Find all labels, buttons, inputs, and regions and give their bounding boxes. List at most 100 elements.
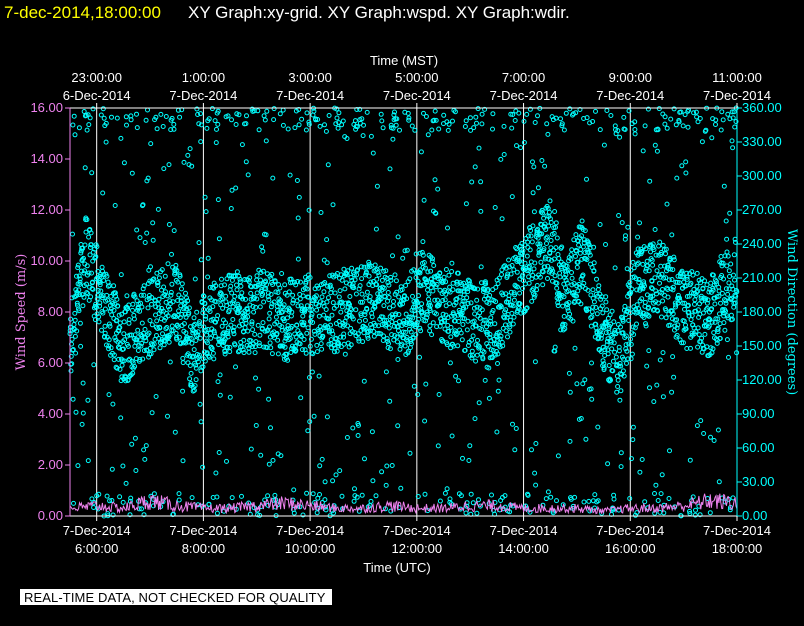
wind-direction-point (588, 292, 594, 298)
wind-direction-point (658, 250, 664, 255)
wind-direction-point (469, 337, 474, 343)
wind-direction-point (89, 170, 95, 176)
wind-direction-point (679, 340, 685, 346)
wind-direction-point (727, 210, 733, 216)
wind-direction-point (179, 286, 184, 292)
wind-direction-point (379, 277, 385, 283)
wind-direction-point (566, 370, 572, 376)
wind-direction-point (611, 340, 617, 346)
wind-direction-point (473, 358, 479, 364)
wind-direction-point (667, 448, 672, 454)
wind-direction-point (542, 254, 548, 260)
wind-direction-point (336, 294, 342, 300)
wind-direction-point (161, 342, 167, 348)
wind-direction-point (420, 313, 426, 318)
wind-direction-point (476, 344, 482, 350)
wind-direction-point (123, 378, 129, 384)
wind-direction-point (545, 263, 551, 269)
wind-direction-point (271, 106, 277, 112)
wind-direction-point (417, 325, 423, 331)
wind-direction-point (636, 279, 642, 285)
wind-direction-point (509, 125, 515, 131)
wind-direction-point (186, 305, 192, 311)
wind-direction-point (581, 280, 587, 286)
wind-direction-point (483, 281, 489, 287)
wind-direction-point (206, 116, 212, 122)
wind-direction-point (691, 110, 697, 116)
wind-direction-point (323, 128, 329, 134)
wind-direction-point (146, 354, 152, 360)
wind-direction-point (600, 310, 606, 316)
wind-direction-point (206, 354, 212, 360)
wind-direction-point (524, 305, 530, 311)
wind-direction-point (650, 293, 656, 299)
wind-direction-point (663, 251, 668, 257)
wind-direction-point (298, 395, 304, 401)
wind-direction-point (114, 115, 120, 121)
wind-direction-point (569, 275, 575, 281)
wind-direction-point (642, 283, 647, 289)
wind-direction-point (462, 124, 468, 129)
wind-direction-point (293, 334, 299, 340)
wind-direction-point (630, 259, 636, 265)
wind-direction-point (231, 324, 237, 330)
wind-direction-point (609, 346, 615, 352)
wind-direction-point (488, 315, 494, 321)
wind-direction-point (561, 127, 567, 133)
wind-direction-point (277, 285, 283, 291)
wind-direction-point (590, 304, 596, 310)
wind-direction-point (419, 301, 425, 307)
wind-direction-point (109, 498, 115, 503)
wind-direction-point (634, 321, 639, 327)
wind-direction-point (90, 279, 95, 285)
wind-direction-point (611, 496, 617, 502)
wind-direction-point (612, 327, 618, 333)
wind-direction-point (350, 316, 356, 322)
wind-direction-point (355, 433, 361, 438)
wind-direction-point (435, 186, 441, 192)
wind-direction-point (608, 321, 614, 327)
wind-direction-point (372, 304, 378, 310)
wind-direction-point (731, 272, 736, 278)
wind-direction-point (318, 210, 324, 215)
wind-direction-point (378, 111, 384, 117)
wind-direction-point (111, 283, 117, 289)
wind-direction-point (693, 329, 699, 335)
wind-direction-point (417, 354, 422, 360)
wind-direction-point (106, 321, 112, 327)
wind-direction-point (528, 228, 534, 233)
wind-direction-point (272, 492, 278, 498)
wind-direction-point (86, 234, 92, 240)
wind-direction-point (114, 296, 120, 302)
wind-direction-point (612, 349, 618, 355)
wind-direction-point (415, 494, 421, 499)
wind-direction-point (202, 301, 208, 307)
wind-direction-point (90, 286, 96, 292)
wind-direction-point (671, 254, 677, 260)
wind-direction-point (635, 260, 641, 266)
wind-direction-point (131, 316, 137, 322)
wind-direction-point (306, 121, 312, 127)
wind-direction-point (561, 313, 567, 319)
wind-direction-point (203, 313, 209, 319)
wind-direction-point (584, 115, 590, 121)
right-tick-label: 300.00 (742, 168, 782, 183)
wind-direction-point (620, 318, 626, 324)
wind-direction-point (225, 331, 231, 337)
wind-direction-point (616, 348, 622, 354)
wind-direction-point (430, 288, 436, 294)
wind-direction-point (649, 257, 655, 263)
wind-direction-point (697, 116, 703, 121)
wind-direction-point (300, 293, 306, 299)
wind-direction-point (210, 350, 216, 356)
wind-direction-point (693, 109, 699, 115)
wind-direction-point (453, 373, 459, 379)
wind-direction-point (371, 333, 377, 339)
wind-direction-point (538, 259, 544, 265)
wind-direction-point (117, 325, 123, 330)
wind-direction-point (176, 334, 182, 340)
top-tick-date: 6-Dec-2014 (63, 88, 131, 103)
wind-direction-point (366, 273, 372, 279)
wind-direction-point (327, 328, 332, 334)
wind-direction-point (475, 337, 480, 343)
